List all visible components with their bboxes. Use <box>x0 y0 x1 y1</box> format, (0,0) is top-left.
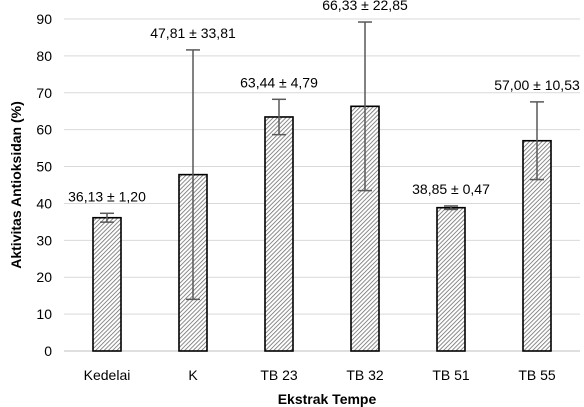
x-tick-label: Kedelai <box>84 367 131 383</box>
x-tick-label: TB 51 <box>432 367 470 383</box>
y-tick-label: 50 <box>36 159 52 175</box>
bar <box>92 216 122 352</box>
x-tick-label: TB 23 <box>260 367 298 383</box>
gridlines <box>64 18 580 352</box>
y-tick-label: 90 <box>36 11 52 27</box>
data-label: 66,33 ± 22,85 <box>322 0 408 13</box>
bar <box>436 206 466 352</box>
x-axis-title: Ekstrak Tempe <box>278 391 377 407</box>
y-tick-label: 10 <box>36 306 52 322</box>
x-tick-label: TB 32 <box>346 367 384 383</box>
y-axis-ticks: 0 10 20 30 40 50 60 70 80 90 <box>36 11 52 359</box>
bar-series <box>92 105 552 352</box>
y-tick-label: 0 <box>44 343 52 359</box>
y-tick-label: 70 <box>36 85 52 101</box>
bar <box>264 116 294 352</box>
y-tick-label: 60 <box>36 122 52 138</box>
x-tick-label: TB 55 <box>518 367 556 383</box>
data-labels: 36,13 ± 1,20 47,81 ± 33,81 63,44 ± 4,79 66,… <box>68 0 580 204</box>
data-label: 57,00 ± 10,53 <box>494 77 580 93</box>
y-tick-label: 20 <box>36 269 52 285</box>
y-axis-title: Aktivitas Antioksidan (%) <box>8 101 24 269</box>
data-label: 36,13 ± 1,20 <box>68 188 146 204</box>
y-tick-label: 80 <box>36 48 52 64</box>
data-label: 47,81 ± 33,81 <box>150 25 236 41</box>
x-axis-ticks: Kedelai K TB 23 TB 32 TB 51 TB 55 <box>84 367 556 383</box>
y-tick-label: 40 <box>36 195 52 211</box>
error-bars <box>100 21 544 301</box>
data-label: 38,85 ± 0,47 <box>412 181 490 197</box>
x-tick-label: K <box>188 367 198 383</box>
data-label: 63,44 ± 4,79 <box>240 74 318 90</box>
y-tick-label: 30 <box>36 232 52 248</box>
